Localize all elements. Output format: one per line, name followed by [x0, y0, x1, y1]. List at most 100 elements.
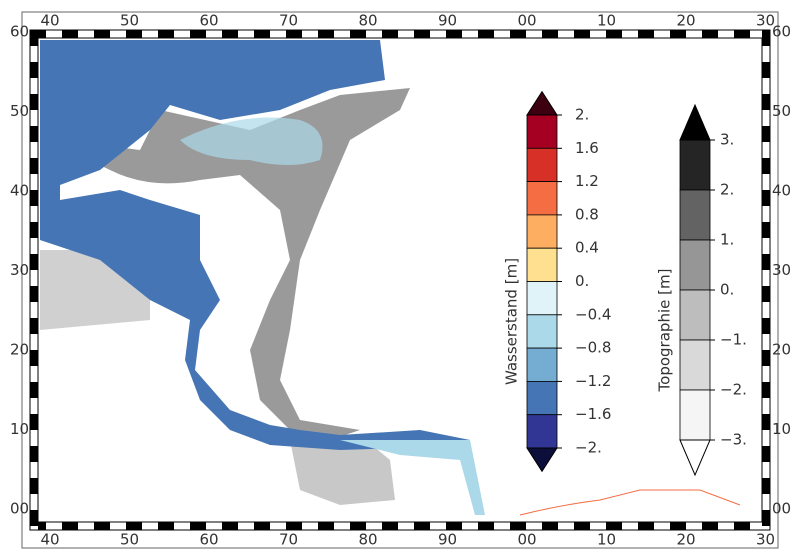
checker-cell [222, 30, 238, 38]
checker-cell [302, 30, 318, 38]
colorbar-tick-label: −2. [720, 381, 747, 399]
checker-cell [510, 30, 526, 38]
checker-cell [762, 446, 770, 462]
colorbar-tick-label: 2. [720, 181, 734, 199]
colorbar-segment [526, 380, 558, 416]
checker-cell [762, 174, 770, 190]
lon-label: 30 [756, 531, 775, 549]
land-light [290, 435, 395, 505]
checker-cell [30, 174, 38, 190]
water-light [340, 440, 485, 515]
lat-label: 60 [10, 23, 29, 41]
checker-cell [590, 522, 606, 530]
checker-cell [526, 522, 542, 530]
map-frame [29, 29, 771, 531]
checker-cell [750, 522, 766, 530]
colorbars: 2. 1.6 1.2 0.8 0.4 0. −0.4 −0.8 −1.2 −1.6 −2. Wasse… [503, 90, 747, 477]
checker-cell [762, 62, 770, 78]
colorbar-segment [679, 189, 711, 241]
lat-label: 60 [772, 23, 791, 41]
colorbar-over [679, 103, 711, 141]
checker-cell [158, 522, 174, 530]
colorbar-tick-label: 3. [720, 131, 734, 149]
checker-cell [30, 478, 38, 494]
lat-label: 20 [10, 341, 29, 359]
checker-cell [762, 398, 770, 414]
checker-cell [718, 522, 734, 530]
map-frame [37, 37, 763, 523]
lat-label: 40 [772, 182, 791, 200]
checker-cell [238, 30, 254, 38]
checker-cell [762, 254, 770, 270]
checker-cell [414, 522, 430, 530]
checker-cell [718, 30, 734, 38]
checker-cell [398, 522, 414, 530]
checker-cell [30, 126, 38, 142]
checker-cell [478, 522, 494, 530]
colorbar-title: Wasserstand [m] [503, 258, 521, 385]
checker-cell [762, 302, 770, 318]
lon-label: 70 [279, 531, 298, 549]
checker-cell [286, 522, 302, 530]
checker-cell [30, 222, 38, 238]
checker-cell [206, 30, 222, 38]
lat-label: 10 [10, 420, 29, 438]
checker-cell [762, 382, 770, 398]
lon-label: 90 [438, 531, 457, 549]
checker-cell [590, 30, 606, 38]
checker-cell [734, 30, 750, 38]
lon-label: 20 [676, 12, 695, 30]
checker-cell [762, 94, 770, 110]
lon-label: 80 [358, 12, 377, 30]
checker-cell [762, 270, 770, 286]
checker-cell [62, 522, 78, 530]
checker-cell [606, 30, 622, 38]
checker-cell [574, 30, 590, 38]
checker-cell [762, 286, 770, 302]
checker-cell [654, 30, 670, 38]
checker-cell [46, 522, 62, 530]
checker-cell [734, 522, 750, 530]
checker-cell [30, 446, 38, 462]
checker-cell [762, 430, 770, 446]
checker-cell [762, 478, 770, 494]
checker-cell [366, 30, 382, 38]
checker-cell [254, 522, 270, 530]
checker-cell [30, 190, 38, 206]
colorbar-tick-label: −1.2 [575, 372, 611, 390]
lat-label: 00 [10, 500, 29, 518]
checker-cell [750, 30, 766, 38]
colorbar-tick-label: −1.6 [575, 405, 611, 423]
colorbar-under [679, 439, 711, 477]
checker-cell [30, 142, 38, 158]
checker-cell [638, 30, 654, 38]
checker-cell [334, 30, 350, 38]
checker-cell [574, 522, 590, 530]
checker-cell [318, 30, 334, 38]
checker-cell [702, 30, 718, 38]
checker-cell [30, 94, 38, 110]
checker-cell [762, 126, 770, 142]
checker-cell [190, 30, 206, 38]
lon-label: 10 [597, 531, 616, 549]
colorbar-segment [526, 314, 558, 349]
lon-label: 00 [517, 531, 536, 549]
colorbar-segment [526, 347, 558, 382]
lat-label: 30 [10, 261, 29, 279]
checker-cell [670, 522, 686, 530]
colorbar-tick-label: −0.8 [575, 339, 611, 357]
colorbar-segment [526, 147, 558, 183]
colorbar-title: Topographie [m] [656, 269, 674, 393]
checker-cell [350, 522, 366, 530]
checker-cell [654, 522, 670, 530]
colorbar-segment [526, 281, 558, 316]
water-blue [40, 40, 470, 452]
checker-cell [462, 30, 478, 38]
checker-cell [558, 522, 574, 530]
map-area [40, 40, 741, 516]
colorbar-segment [679, 239, 711, 291]
checker-cell [762, 158, 770, 174]
colorbar-tick-label: 1.6 [575, 139, 599, 157]
checker-cell [686, 522, 702, 530]
